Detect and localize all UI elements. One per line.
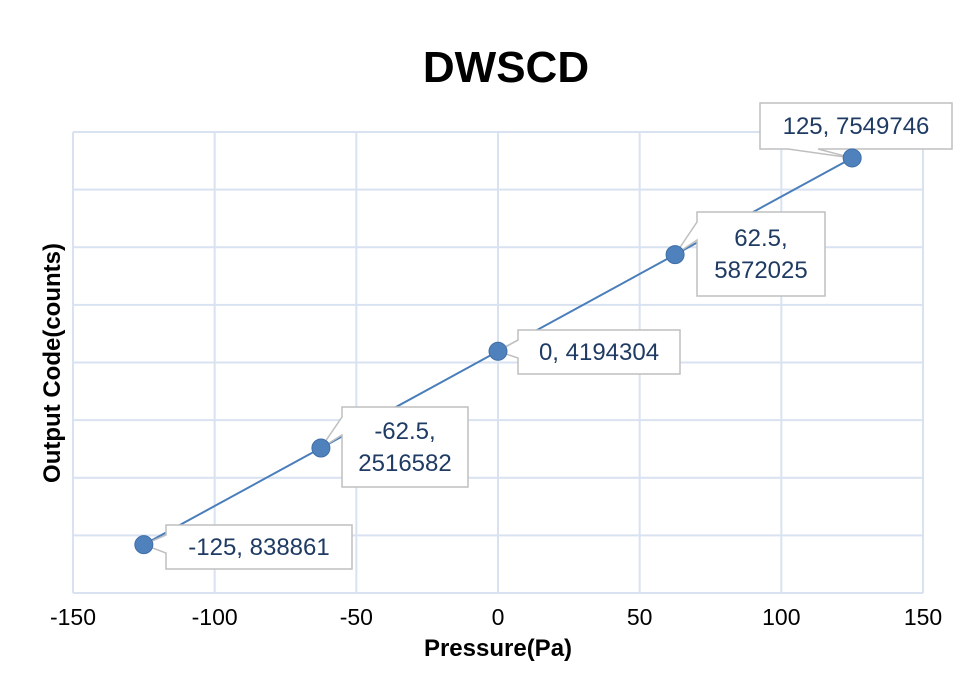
x-tick-labels: -150 -100 -50 0 50 100 150 <box>50 604 942 630</box>
x-tick-label: 0 <box>492 604 505 630</box>
data-point-marker <box>488 341 508 361</box>
grid <box>72 131 924 594</box>
data-point-marker <box>311 438 331 458</box>
data-label-text: 125, 7549746 <box>783 113 930 140</box>
data-point-marker <box>842 148 862 168</box>
callout-box <box>141 524 353 570</box>
data-points <box>134 148 862 555</box>
data-label-text: -125, 838861 <box>188 534 329 561</box>
data-label-text: 62.5, <box>734 225 787 252</box>
data-label-callout: 62.5, 5872025 <box>674 211 826 297</box>
x-axis-title: Pressure(Pa) <box>424 635 572 662</box>
x-tick-label: -150 <box>50 604 96 630</box>
callout-box <box>759 102 953 159</box>
x-tick-label: -100 <box>192 604 238 630</box>
data-point-marker <box>665 245 685 265</box>
data-label-callout: 0, 4194304 <box>496 329 681 375</box>
callout-box <box>320 406 469 488</box>
data-label-text: 0, 4194304 <box>539 339 659 366</box>
data-label-text: 5872025 <box>714 257 807 284</box>
data-point-marker <box>134 535 154 555</box>
data-label-text: -62.5, <box>374 418 435 445</box>
callout-box <box>496 329 681 375</box>
x-tick-label: -50 <box>340 604 373 630</box>
data-label-callout: -62.5, 2516582 <box>320 406 469 488</box>
data-label-text: 2516582 <box>358 450 451 477</box>
data-labels: -125, 838861 -62.5, 2516582 0, 4194304 62.5,… <box>141 102 953 570</box>
y-axis-title: Output Code(counts) <box>39 243 66 483</box>
data-label-callout: 125, 7549746 <box>759 102 953 159</box>
x-tick-label: 150 <box>904 604 942 630</box>
x-tick-label: 50 <box>627 604 653 630</box>
callout-box <box>674 211 826 297</box>
x-tick-label: 100 <box>762 604 800 630</box>
chart-title: DWSCD <box>423 43 589 92</box>
data-label-callout: -125, 838861 <box>141 524 353 570</box>
